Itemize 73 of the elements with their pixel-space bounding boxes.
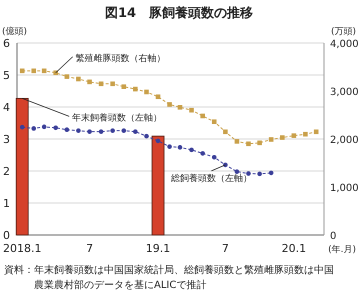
point: [87, 80, 92, 84]
point: [292, 133, 296, 138]
point: [110, 82, 115, 86]
point: [110, 128, 115, 133]
point: [212, 119, 217, 124]
point: [156, 94, 160, 100]
point: [303, 132, 308, 136]
y2-tick-label: 3,000: [330, 87, 358, 98]
point: [98, 129, 104, 134]
y-tick-label: 6: [3, 37, 10, 50]
point: [223, 130, 228, 134]
point: [42, 124, 46, 130]
point: [87, 129, 92, 134]
point: [76, 128, 81, 133]
point: [268, 137, 274, 142]
y-tick-label: 2: [3, 165, 10, 178]
y2-axis-title: (万頭): [330, 27, 356, 37]
point: [31, 126, 36, 131]
point: [64, 127, 70, 132]
point: [234, 169, 240, 174]
point: [64, 74, 70, 79]
point: [98, 82, 104, 86]
point: [268, 170, 274, 176]
chart-title: 図14 豚飼養頭数の推移: [104, 5, 254, 21]
y-tick-label: 5: [3, 69, 10, 82]
series-label: 年末飼養頭数（左軸）: [72, 112, 162, 124]
point: [178, 105, 182, 110]
point: [133, 129, 138, 134]
point: [257, 140, 262, 146]
point: [189, 108, 194, 112]
point: [167, 102, 172, 107]
text: 資料：年末飼養頭数は中国国家統計局、総飼養頭数と繁殖雌豚頭数は中国農業農村部のデータを基にALICで推計: [4, 264, 334, 291]
x-tick-label: 2018.1: [2, 242, 42, 255]
x-tick-label: 19.1: [146, 242, 170, 255]
point: [53, 126, 58, 130]
series-label: 繁殖雌豚頭数（右軸）: [76, 52, 166, 64]
point: [144, 90, 149, 94]
y-tick-label: 1: [3, 197, 10, 210]
x-tick-label: 20.1: [282, 242, 306, 255]
y2-tick-label: 0: [330, 231, 336, 242]
point: [200, 151, 205, 156]
point: [200, 114, 205, 118]
x-tick-label: 7: [86, 242, 94, 255]
point: [42, 68, 46, 74]
point: [257, 172, 262, 176]
point: [76, 76, 81, 82]
series-label: 総飼養頭数（左軸）: [170, 172, 252, 184]
point: [280, 135, 285, 140]
point: [20, 124, 25, 130]
y2-tick-label: 4,000: [330, 39, 358, 50]
y2-tick-label: 1,000: [330, 183, 358, 194]
point: [234, 139, 240, 144]
point: [189, 148, 194, 152]
y2-tick-label: 2,000: [330, 135, 358, 146]
point: [314, 130, 318, 134]
point: [167, 144, 172, 149]
point: [178, 145, 182, 150]
point: [246, 171, 251, 176]
y-axis-title: (億頭): [2, 26, 28, 37]
point: [133, 86, 138, 92]
point: [122, 128, 126, 133]
y-tick-label: 4: [3, 101, 10, 114]
point: [246, 142, 251, 146]
y-tick-label: 0: [3, 229, 10, 242]
point: [144, 134, 149, 138]
y-tick-label: 3: [3, 133, 10, 146]
point: [212, 154, 217, 160]
point: [156, 138, 160, 144]
x-axis-title: (年.月): [328, 244, 356, 255]
point: [122, 84, 126, 89]
point: [20, 68, 25, 74]
x-tick-label: 7: [222, 242, 229, 255]
point: [31, 68, 36, 74]
